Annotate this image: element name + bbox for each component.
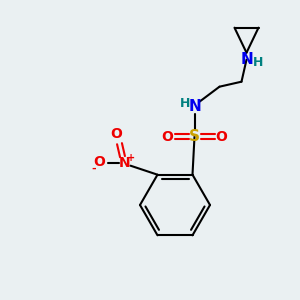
Text: N: N (119, 156, 130, 170)
Text: H: H (180, 97, 191, 110)
Text: N: N (240, 52, 253, 67)
Text: N: N (188, 99, 201, 114)
Text: +: + (128, 153, 136, 163)
Text: H: H (253, 56, 264, 69)
Text: O: O (216, 130, 227, 144)
Text: O: O (111, 127, 122, 141)
Text: O: O (162, 130, 173, 144)
Text: S: S (189, 129, 200, 144)
Text: O: O (94, 155, 105, 169)
Text: -: - (91, 164, 96, 174)
